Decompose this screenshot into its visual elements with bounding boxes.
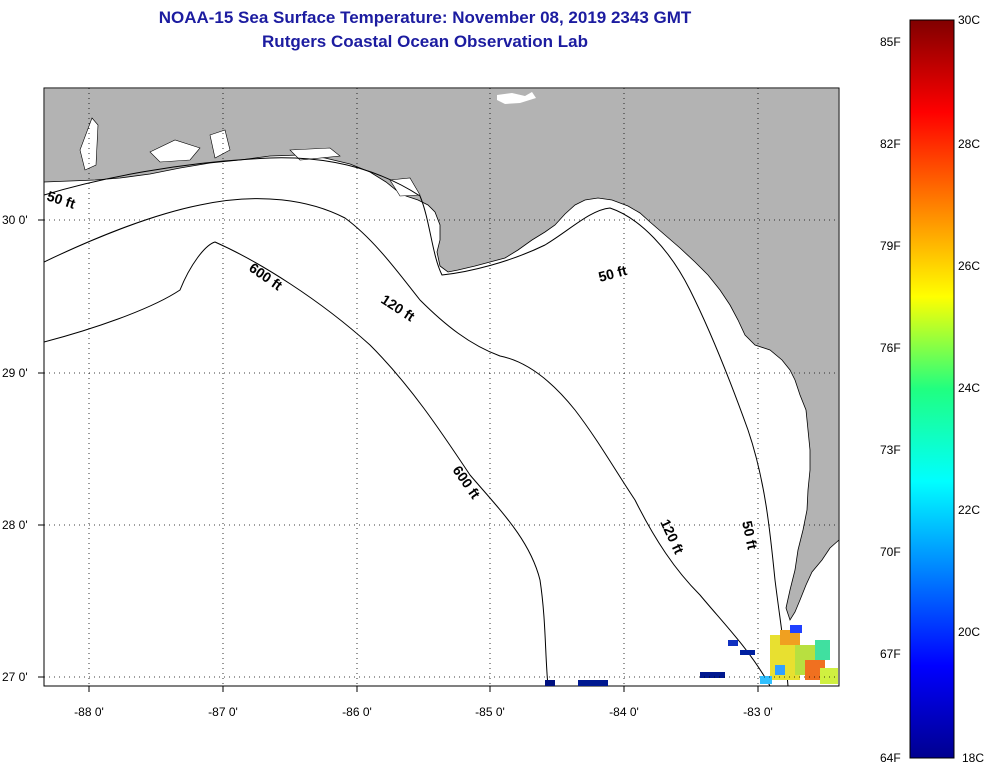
colorbar-f-label: 82F <box>880 137 901 151</box>
colorbar-f-label: 64F <box>880 751 901 765</box>
axis-ticks <box>38 219 759 692</box>
lon-tick-label: -84 0' <box>609 705 639 719</box>
colorbar-f-label: 76F <box>880 341 901 355</box>
lat-tick-label: 30 0' <box>2 213 28 227</box>
map-title: NOAA-15 Sea Surface Temperature: Novembe… <box>158 8 692 27</box>
colorbar-f-label: 79F <box>880 239 901 253</box>
colorbar-c-label: 18C <box>962 751 984 765</box>
sst-data-pixels <box>545 625 838 686</box>
colorbar-c-label: 26C <box>958 259 980 273</box>
bay-waters <box>79 117 421 197</box>
lat-tick-label: 28 0' <box>2 518 28 532</box>
contour-600ft <box>44 241 549 686</box>
colorbar-c-label: 20C <box>958 625 980 639</box>
contour-50ft <box>44 157 789 686</box>
colorbar-c-label: 28C <box>958 137 980 151</box>
lon-tick-label: -88 0' <box>74 705 104 719</box>
colorbar-c-label: 24C <box>958 381 980 395</box>
lon-tick-label: -87 0' <box>208 705 238 719</box>
colorbar-f-label: 67F <box>880 647 901 661</box>
lat-tick-label: 27 0' <box>2 670 28 684</box>
lon-tick-label: -86 0' <box>342 705 372 719</box>
colorbar-f-label: 70F <box>880 545 901 559</box>
colorbar-f-label: 85F <box>880 35 901 49</box>
contour-120ft <box>44 198 771 686</box>
map-subtitle: Rutgers Coastal Ocean Observation Lab <box>262 32 588 51</box>
contour-label: 50 ft <box>739 519 761 551</box>
land-cloud-patch <box>497 92 536 104</box>
colorbar-f-labels: 85F 82F 79F 76F 73F 70F 67F 64F <box>880 35 901 765</box>
colorbar-c-label: 22C <box>958 503 980 517</box>
colorbar-c-label: 30C <box>958 13 980 27</box>
lon-tick-label: -85 0' <box>475 705 505 719</box>
colorbar <box>909 19 955 759</box>
colorbar-f-label: 73F <box>880 443 901 457</box>
colorbar-c-labels: 30C 28C 26C 24C 22C 20C 18C <box>958 13 984 765</box>
lon-tick-label: -83 0' <box>743 705 773 719</box>
lat-tick-label: 29 0' <box>2 366 28 380</box>
contour-label: 50 ft <box>597 262 629 285</box>
